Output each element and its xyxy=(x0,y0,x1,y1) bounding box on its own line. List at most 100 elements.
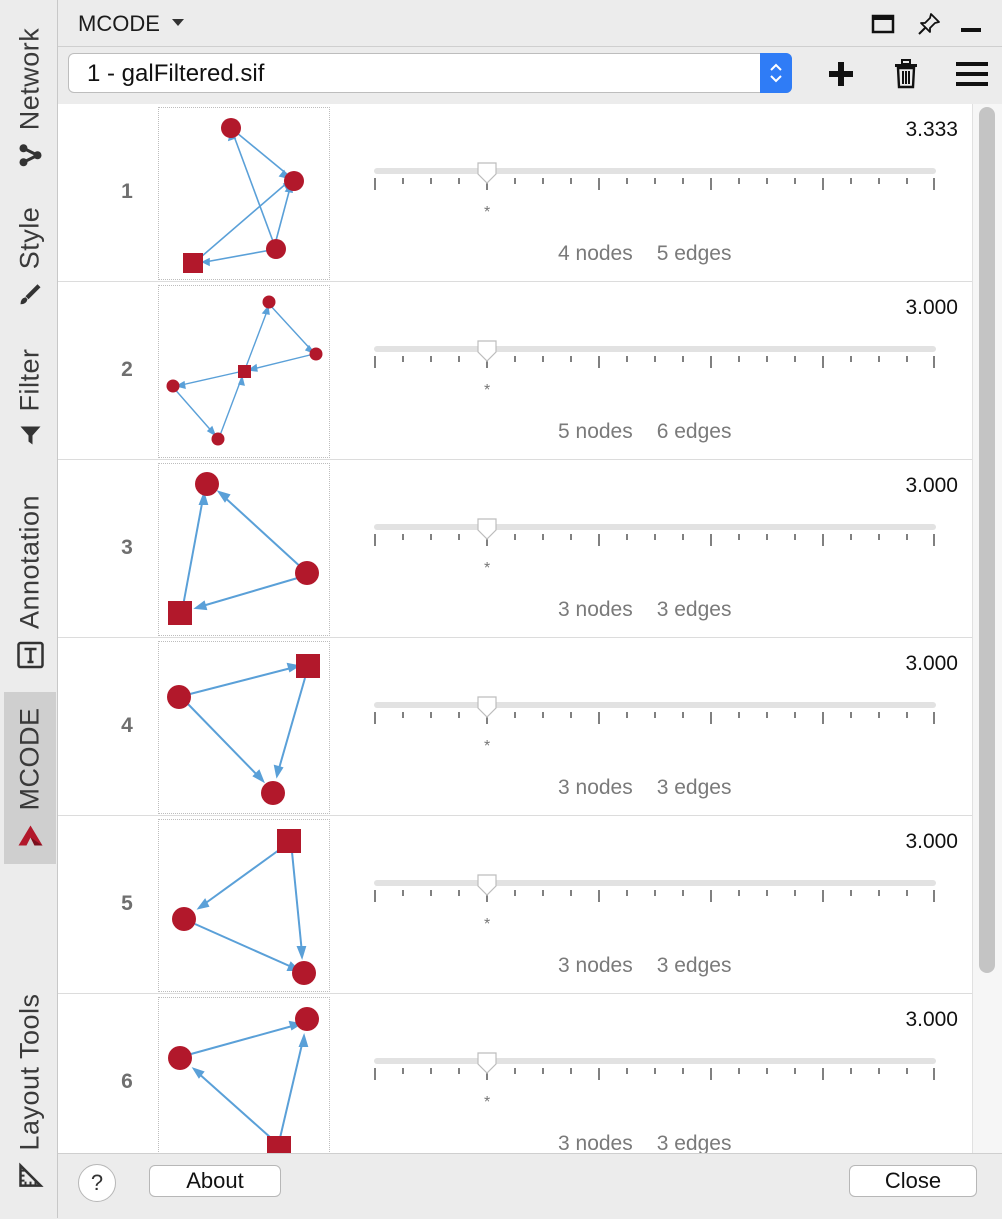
slider-ticks xyxy=(374,178,935,190)
node-score-slider[interactable]: * xyxy=(374,340,936,410)
menu-icon[interactable] xyxy=(955,57,989,91)
slider-thumb[interactable] xyxy=(477,518,497,540)
cluster-row[interactable]: 6 3.000 * xyxy=(58,994,972,1153)
node-score-slider[interactable]: * xyxy=(374,162,936,232)
slider-thumb[interactable] xyxy=(477,1052,497,1074)
cluster-rank: 4 xyxy=(121,714,133,737)
cluster-rank: 3 xyxy=(121,536,133,559)
cluster-list: 1 3.333 xyxy=(58,104,972,1153)
node-count: 5 nodes xyxy=(558,420,633,443)
tab-style-label: Style xyxy=(14,206,45,270)
cluster-score: 3.000 xyxy=(905,830,958,853)
minimize-icon[interactable] xyxy=(956,10,986,38)
node-score-slider[interactable]: * xyxy=(374,696,936,766)
cluster-score: 3.333 xyxy=(905,118,958,141)
cluster-network-thumbnail[interactable] xyxy=(158,997,330,1153)
slider-mark: * xyxy=(484,738,491,755)
toolbar: 1 - galFiltered.sif xyxy=(58,47,1002,103)
node-score-slider[interactable]: * xyxy=(374,874,936,944)
select-arrows-icon[interactable] xyxy=(760,53,792,93)
mcode-panel: MCODE 1 - galFiltered.sif xyxy=(58,0,1002,1219)
scrollbar-thumb[interactable] xyxy=(979,107,995,973)
node-count: 3 nodes xyxy=(558,954,633,977)
slider-thumb[interactable] xyxy=(477,874,497,896)
pin-icon[interactable] xyxy=(914,10,944,38)
cluster-stats: 4 nodes 5 edges xyxy=(558,242,731,266)
cluster-network-thumbnail[interactable] xyxy=(158,463,330,636)
cluster-network-thumbnail[interactable] xyxy=(158,641,330,814)
text-box-icon xyxy=(16,641,44,669)
slider-thumb[interactable] xyxy=(477,340,497,362)
node-score-slider[interactable]: * xyxy=(374,518,936,588)
edge-count: 3 edges xyxy=(656,776,732,799)
cluster-network-thumbnail[interactable] xyxy=(158,819,330,992)
tab-network[interactable]: Network xyxy=(4,14,56,182)
cluster-stats: 3 nodes 3 edges xyxy=(558,954,731,978)
cluster-row[interactable]: 1 3.333 xyxy=(58,104,972,283)
cluster-row[interactable]: 2 3.000 xyxy=(58,282,972,461)
vertical-scrollbar[interactable] xyxy=(972,104,1002,1153)
slider-ticks xyxy=(374,712,935,724)
cluster-row[interactable]: 3 3.000 * xyxy=(58,460,972,639)
slider-track xyxy=(374,702,936,708)
ruler-icon xyxy=(17,1162,43,1189)
slider-ticks xyxy=(374,1068,935,1080)
node-count: 3 nodes xyxy=(558,776,633,799)
tab-filter[interactable]: Filter xyxy=(4,338,56,458)
node-score-slider[interactable]: * xyxy=(374,1052,936,1122)
cluster-rank: 6 xyxy=(121,1070,133,1093)
slider-mark: * xyxy=(484,1094,491,1111)
panel-title[interactable]: MCODE xyxy=(78,11,160,36)
edge-count: 3 edges xyxy=(656,598,732,621)
slider-ticks xyxy=(374,534,935,546)
slider-mark: * xyxy=(484,560,491,577)
slider-track xyxy=(374,168,936,174)
tab-mcode-label: MCODE xyxy=(14,707,45,811)
cluster-network-thumbnail[interactable] xyxy=(158,285,330,458)
tab-style[interactable]: Style xyxy=(4,196,56,318)
panel-footer: ? About Close xyxy=(58,1153,1002,1219)
edge-count: 6 edges xyxy=(656,420,732,443)
cluster-stats: 3 nodes 3 edges xyxy=(558,598,731,622)
cluster-score: 3.000 xyxy=(905,652,958,675)
tab-layout-tools[interactable]: Layout Tools xyxy=(4,978,56,1204)
cluster-row[interactable]: 5 3.000 * xyxy=(58,816,972,995)
brush-icon xyxy=(17,281,43,307)
slider-mark: * xyxy=(484,204,491,221)
mcode-logo-icon xyxy=(17,824,43,848)
cluster-rank: 5 xyxy=(121,892,133,915)
cluster-rank: 1 xyxy=(121,180,133,203)
tab-annotation-label: Annotation xyxy=(14,494,45,630)
panel-header: MCODE xyxy=(58,0,1002,47)
slider-thumb[interactable] xyxy=(477,696,497,718)
tab-annotation[interactable]: Annotation xyxy=(4,482,56,682)
cluster-network-thumbnail[interactable] xyxy=(158,107,330,280)
slider-track xyxy=(374,880,936,886)
slider-track xyxy=(374,346,936,352)
close-button[interactable]: Close xyxy=(849,1165,977,1197)
tab-mcode[interactable]: MCODE xyxy=(4,692,56,864)
slider-mark: * xyxy=(484,382,491,399)
cluster-row[interactable]: 4 3.000 * xyxy=(58,638,972,817)
cluster-stats: 3 nodes 3 edges xyxy=(558,1132,731,1153)
chevron-down-icon[interactable] xyxy=(172,19,184,26)
slider-ticks xyxy=(374,890,935,902)
cluster-score: 3.000 xyxy=(905,474,958,497)
network-select[interactable]: 1 - galFiltered.sif xyxy=(68,53,792,93)
tab-layout-tools-label: Layout Tools xyxy=(14,993,45,1151)
slider-thumb[interactable] xyxy=(477,162,497,184)
network-select-value: 1 - galFiltered.sif xyxy=(87,60,265,87)
add-icon[interactable] xyxy=(824,57,858,91)
maximize-icon[interactable] xyxy=(868,10,898,38)
cluster-rank: 2 xyxy=(121,358,133,381)
help-button[interactable]: ? xyxy=(78,1164,116,1202)
trash-icon[interactable] xyxy=(889,57,923,91)
about-button[interactable]: About xyxy=(149,1165,281,1197)
side-tab-bar: Network Style Filter Annotation xyxy=(0,0,58,1218)
network-icon xyxy=(17,142,43,168)
node-count: 3 nodes xyxy=(558,1132,633,1153)
cluster-score: 3.000 xyxy=(905,1008,958,1031)
slider-track xyxy=(374,524,936,530)
tab-filter-label: Filter xyxy=(14,348,45,412)
edge-count: 5 edges xyxy=(656,242,732,265)
